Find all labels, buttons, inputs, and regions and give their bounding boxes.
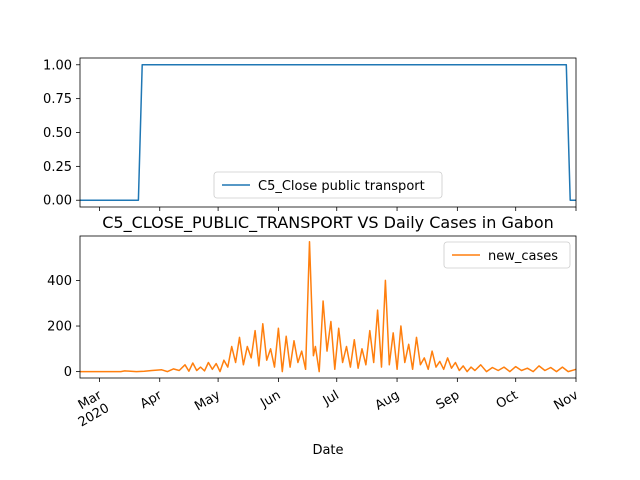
series-line-c5-close-public-transport xyxy=(80,64,576,201)
top-chart: 0.00 0.25 0.50 0.75 1.00 C5_Close public tra… xyxy=(43,57,577,211)
bottom-legend-box xyxy=(443,241,571,269)
top-legend: C5_Close public transport xyxy=(213,171,443,199)
top-x-axis xyxy=(99,207,577,211)
bottom-plot-area xyxy=(80,240,577,373)
top-y-tick-label: 0.75 xyxy=(43,92,72,107)
top-plot-area xyxy=(80,64,576,201)
series-line-new-cases xyxy=(80,240,577,373)
bottom-x-axis-label: Date xyxy=(312,443,343,458)
top-y-tick-label: 0.50 xyxy=(43,126,72,141)
bottom-chart: C5_CLOSE_PUBLIC_TRANSPORT VS Daily Cases… xyxy=(47,213,581,458)
top-y-tick-label: 1.00 xyxy=(43,58,72,73)
bottom-y-tick-label: 0 xyxy=(64,365,72,380)
top-y-tick-label: 0.00 xyxy=(43,194,72,209)
bottom-y-tick-label: 400 xyxy=(47,274,72,289)
bottom-legend-label: new_cases xyxy=(488,249,558,264)
top-y-tick-label: 0.25 xyxy=(43,160,72,175)
top-legend-box xyxy=(213,171,443,199)
bottom-y-tick-label: 200 xyxy=(47,320,72,335)
bottom-y-axis: 0 200 400 xyxy=(47,274,80,380)
bottom-x-tick-label: Jul xyxy=(320,388,342,409)
top-y-axis: 0.00 0.25 0.50 0.75 1.00 xyxy=(43,58,80,209)
bottom-axes-frame xyxy=(79,235,577,379)
top-legend-label: C5_Close public transport xyxy=(258,179,425,194)
bottom-chart-title: C5_CLOSE_PUBLIC_TRANSPORT VS Daily Cases… xyxy=(102,213,554,233)
bottom-x-tick-label-line: Jul xyxy=(320,388,342,409)
bottom-legend: new_cases xyxy=(443,241,571,269)
